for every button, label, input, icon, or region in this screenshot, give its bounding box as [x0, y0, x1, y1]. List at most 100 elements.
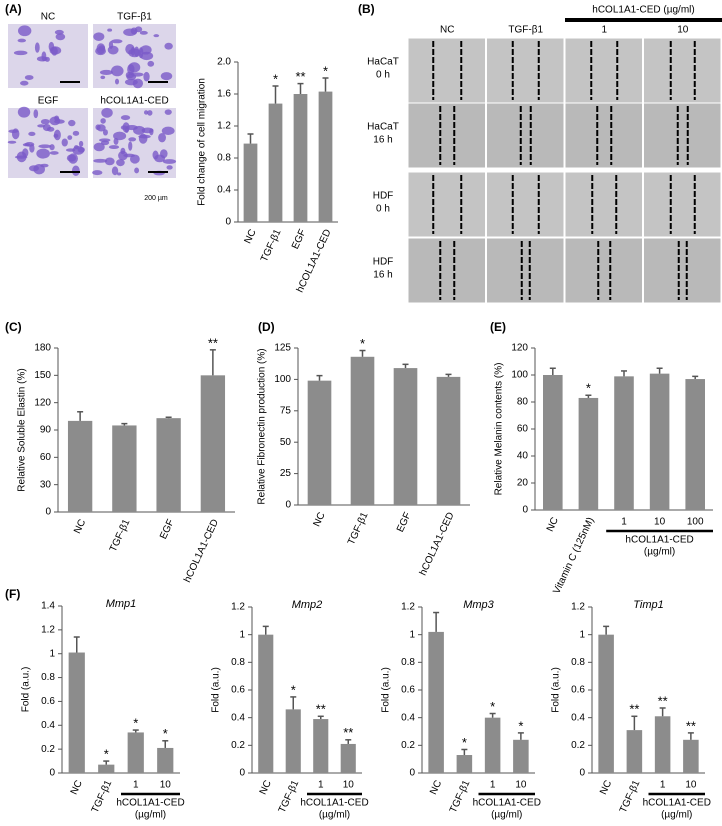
x-tick-label: 1: [660, 780, 666, 791]
group-label: hCOL1A1-CED: [300, 798, 368, 809]
cell: [147, 60, 155, 67]
cell: [49, 151, 59, 155]
y-tick-label: 0: [225, 217, 231, 228]
cell: [111, 166, 119, 176]
significance: **: [316, 702, 326, 717]
y-tick-label: 125: [274, 343, 291, 354]
y-tick-label: 40: [517, 451, 529, 462]
cell: [68, 119, 76, 127]
cell: [17, 25, 32, 37]
y-tick-label: 1: [579, 629, 585, 640]
bar: [685, 379, 705, 510]
x-tick-label: TGF-β1: [108, 517, 133, 553]
group-label: (µg/ml): [319, 810, 350, 821]
wound-image: [643, 37, 722, 104]
y-tick-label: 0: [239, 768, 245, 779]
bar: [68, 652, 85, 773]
bar: [484, 717, 501, 773]
significance: *: [518, 718, 523, 733]
cell: [100, 118, 106, 124]
wound-image: [564, 37, 643, 104]
significance: *: [462, 735, 467, 750]
y-tick-label: 0: [579, 768, 585, 779]
y-tick-label: 0.4: [231, 712, 245, 723]
cell: [128, 137, 137, 142]
y-axis-label: Fold change of cell migration: [197, 78, 208, 206]
wound-image: [564, 171, 643, 238]
x-tick-label: 10: [685, 780, 697, 791]
y-tick-label: 25: [280, 468, 292, 479]
y-tick-label: 0: [409, 768, 415, 779]
bar: [285, 709, 301, 773]
cell: [93, 32, 105, 41]
cell: [108, 145, 120, 150]
y-tick-label: 1.2: [401, 602, 415, 613]
significance: *: [291, 682, 296, 697]
y-axis-label: Relative Melanin contents (%): [494, 363, 505, 496]
cell: [154, 154, 166, 163]
y-tick-label: 150: [34, 370, 51, 381]
x-tick-label: 10: [654, 517, 666, 528]
y-axis-label: Relative Fibronectin production (%): [257, 348, 268, 504]
y-tick-label: 1: [409, 629, 415, 640]
cell: [140, 45, 152, 55]
x-tick-label: EGF: [158, 518, 177, 541]
bar: [313, 719, 329, 773]
row-label: 0 h: [376, 204, 390, 215]
bar: [112, 425, 137, 512]
x-tick-label: EGF: [395, 511, 414, 534]
wound-image: [486, 37, 565, 104]
y-tick-label: 90: [40, 425, 52, 436]
y-tick-label: 0: [49, 768, 55, 779]
x-tick-label: hCOL1A1-CED: [418, 511, 457, 578]
cell: [164, 42, 173, 50]
y-tick-label: 0.8: [231, 657, 245, 668]
y-tick-label: 1.2: [231, 602, 245, 613]
bar: [98, 764, 115, 773]
cell: [53, 129, 61, 141]
bar: [683, 739, 699, 773]
bar: [543, 375, 563, 510]
x-tick-label: TGF-β1: [90, 778, 115, 814]
image-label: NC: [41, 12, 55, 23]
cell: [46, 126, 55, 132]
x-tick-label: Vitamin C (125nM): [551, 516, 596, 596]
cell: [77, 146, 85, 153]
significance: *: [273, 71, 278, 86]
y-tick-label: 100: [511, 370, 528, 381]
wound-image: [643, 102, 722, 169]
y-tick-label: 0.6: [41, 696, 55, 707]
x-tick-label: 1: [133, 780, 139, 791]
cell: [20, 80, 29, 86]
cell: [37, 124, 46, 128]
bar: [578, 397, 599, 510]
column-label: NC: [440, 25, 454, 36]
x-tick-label: 10: [160, 780, 172, 791]
image-label: EGF: [38, 96, 59, 107]
wound-image: [643, 237, 722, 304]
row-label: HDF: [373, 257, 394, 268]
cell: [147, 110, 153, 116]
y-tick-label: 0: [45, 507, 51, 518]
bar: [649, 373, 670, 510]
cell: [111, 39, 123, 44]
y-tick-label: 0.4: [217, 185, 231, 196]
y-axis-label: Fold (a.u.): [21, 667, 32, 713]
y-tick-label: 1.2: [41, 624, 55, 635]
cell: [138, 134, 151, 139]
y-tick-label: 0.8: [571, 657, 585, 668]
cell: [72, 130, 80, 136]
wound-image: [486, 237, 565, 304]
panel-label: (B): [358, 2, 375, 16]
cell: [100, 75, 106, 80]
cell: [33, 109, 39, 119]
row-label: HDF: [373, 191, 394, 202]
cell: [36, 56, 48, 62]
cell: [153, 34, 160, 38]
wound-image: [407, 102, 486, 169]
cell: [55, 33, 66, 41]
bar: [243, 143, 258, 222]
panel-label: (A): [5, 2, 22, 16]
bar: [157, 747, 174, 773]
scale-label: 200 µm: [144, 195, 168, 202]
